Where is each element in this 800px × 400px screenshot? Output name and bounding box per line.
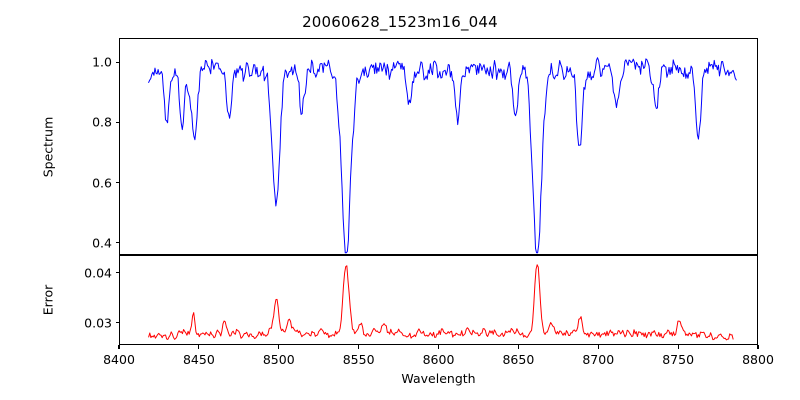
spectrum-y-tick xyxy=(115,182,119,184)
spectrum-plot-area xyxy=(119,38,758,255)
error-data-line xyxy=(148,264,734,341)
spectrum-svg xyxy=(148,57,737,254)
error-svg xyxy=(148,264,734,341)
x-tick xyxy=(517,345,519,349)
x-tick-label: 8550 xyxy=(342,352,375,367)
error-y-tick-label: 0.03 xyxy=(84,315,112,330)
x-tick xyxy=(597,345,599,349)
error-plot-area xyxy=(119,255,758,345)
x-tick-label: 8650 xyxy=(502,352,535,367)
x-tick-label: 8450 xyxy=(182,352,215,367)
spectrum-data-line xyxy=(148,57,737,254)
x-tick-label: 8400 xyxy=(103,352,135,367)
x-tick xyxy=(677,345,679,349)
x-tick-label: 8600 xyxy=(422,352,455,367)
spectrum-y-tick xyxy=(115,242,119,244)
spectrum-y-axis-label: Spectrum xyxy=(40,116,56,177)
figure-title: 20060628_1523m16_044 xyxy=(302,13,498,31)
x-tick xyxy=(437,345,440,349)
spectrum-y-tick xyxy=(115,121,119,123)
x-tick xyxy=(198,345,200,349)
spectrum-y-tick-label: 0.6 xyxy=(92,175,112,191)
error-y-tick xyxy=(115,271,119,274)
x-axis-label: Wavelength xyxy=(401,371,476,386)
error-y-axis-label: Error xyxy=(40,284,56,316)
error-y-tick xyxy=(115,321,119,324)
spectrum-y-tick-label: 0.4 xyxy=(92,235,112,251)
error-y-tick-label: 0.04 xyxy=(84,265,112,280)
spectrum-y-tick-label: 1.0 xyxy=(92,54,112,70)
spectrum-y-tick xyxy=(115,61,119,63)
x-tick-label: 8500 xyxy=(262,352,295,367)
x-tick xyxy=(358,345,360,349)
x-tick xyxy=(278,345,280,349)
x-tick-label: 8700 xyxy=(582,352,615,367)
x-tick xyxy=(118,345,120,349)
x-tick xyxy=(757,345,759,349)
spectrum-y-tick-label: 0.8 xyxy=(92,114,112,130)
x-tick-label: 8750 xyxy=(662,352,695,367)
x-tick-label: 8800 xyxy=(742,352,774,367)
